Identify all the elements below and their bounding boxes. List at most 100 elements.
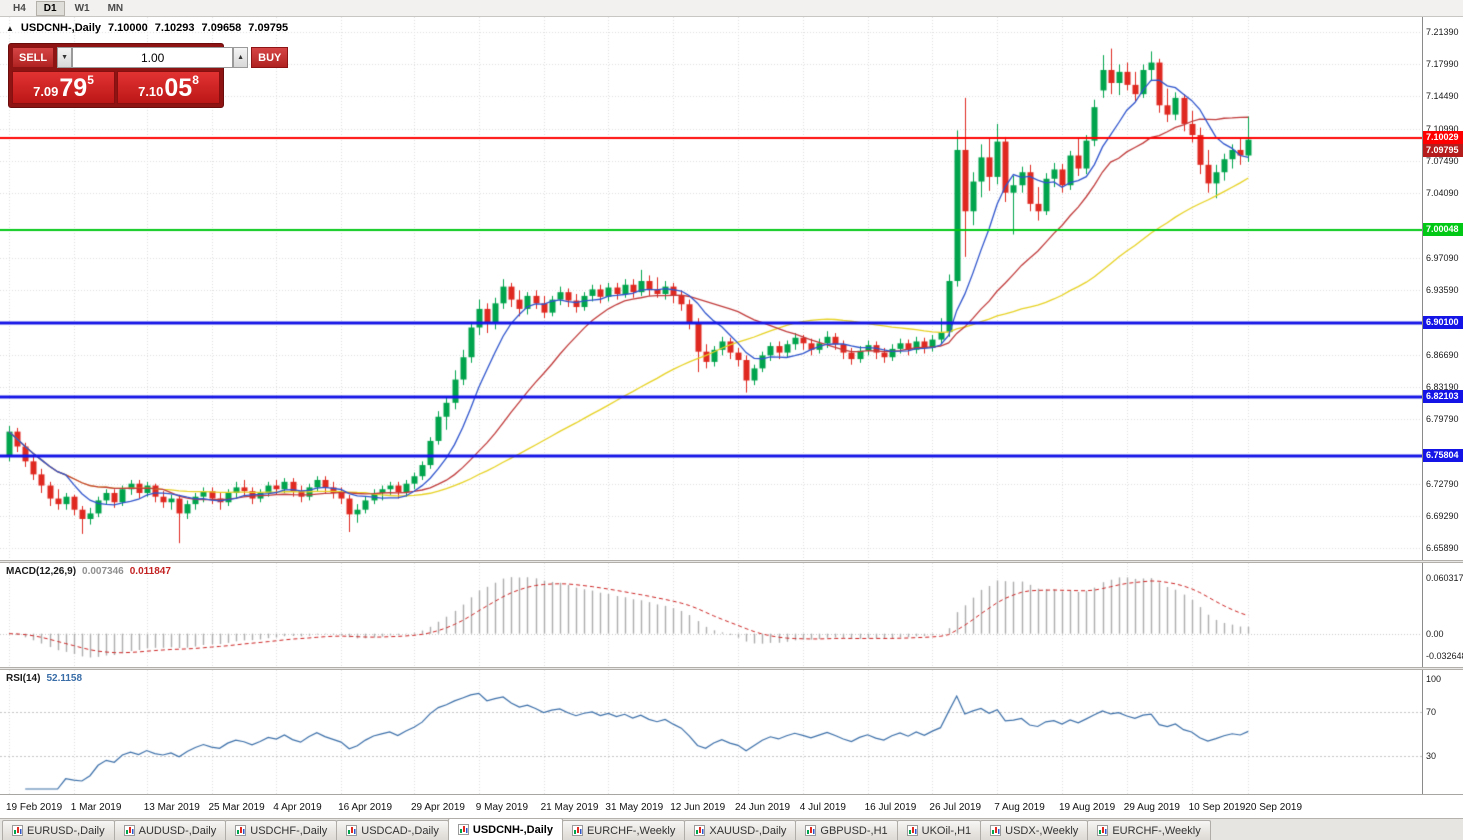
tab-ukoil-h1[interactable]: UKOil-,H1 [896, 820, 982, 840]
time-axis[interactable]: 19 Feb 2019 1 Mar 2019 13 Mar 2019 25 Mar 2… [0, 794, 1463, 818]
date-label: 19 Feb 2019 [6, 802, 63, 813]
tab-label: EURUSD-,Daily [27, 824, 105, 837]
price-scale-tick: 6.83190 [1426, 382, 1459, 393]
price-scale-tick: 6.69290 [1426, 511, 1459, 522]
date-label: 25 Mar 2019 [208, 802, 265, 813]
timeframe-button-w1[interactable]: W1 [67, 1, 98, 16]
tab-chart-icon [990, 825, 1002, 836]
price-scale-tick: 6.79790 [1426, 413, 1459, 424]
tab-usdchf-daily[interactable]: USDCHF-,Daily [225, 820, 338, 840]
timeframe-toolbar: H4 D1 W1 MN [0, 0, 1463, 17]
price-scale[interactable]: 0.060317 0.00 -0.032648 100 70 30 7.2139… [1422, 17, 1463, 794]
rsi-scale-100: 100 [1426, 674, 1442, 684]
price-scale-tick: 7.10990 [1426, 123, 1459, 134]
panel-separator[interactable] [0, 667, 1463, 670]
date-label: 29 Aug 2019 [1123, 802, 1180, 813]
tab-usdcad-daily[interactable]: USDCAD-,Daily [336, 820, 449, 840]
sell-price-big: 79 [59, 74, 88, 102]
macd-chart-canvas[interactable] [0, 563, 1422, 667]
date-label: 16 Apr 2019 [338, 802, 393, 813]
volume-input[interactable] [72, 47, 234, 68]
sell-price-sup: 5 [87, 73, 94, 87]
tab-chart-icon [906, 825, 918, 836]
tab-label: EURCHF-,Weekly [586, 824, 676, 837]
macd-scale-zero: 0.00 [1426, 628, 1444, 639]
tab-chart-icon [1097, 825, 1109, 836]
hline-price-tag: 6.75804 [1423, 448, 1463, 462]
tab-usdcnh-daily[interactable]: USDCNH-,Daily [447, 818, 563, 840]
tab-chart-icon [123, 825, 135, 836]
tab-gbpusd-h1[interactable]: GBPUSD-,H1 [795, 820, 898, 840]
timeframe-button-mn[interactable]: MN [100, 1, 132, 16]
tab-chart-icon [12, 825, 23, 836]
date-label: 12 Jun 2019 [670, 802, 726, 813]
timeframe-button-d1[interactable]: D1 [35, 0, 65, 16]
buy-price-head: 7.10 [138, 83, 164, 99]
tab-label: GBPUSD-,H1 [820, 824, 888, 837]
rsi-chart-canvas[interactable] [0, 670, 1422, 794]
price-scale-tick: 7.21390 [1426, 26, 1459, 37]
date-label: 10 Sep 2019 [1188, 802, 1246, 813]
tab-usdx-weekly[interactable]: USDX-,Weekly [980, 820, 1089, 840]
tab-chart-icon [346, 825, 358, 836]
sell-button[interactable]: SELL [12, 47, 55, 68]
date-label: 24 Jun 2019 [735, 802, 791, 813]
tab-label: EURCHF-,Weekly [1112, 824, 1201, 837]
price-chart-canvas[interactable] [0, 17, 1422, 560]
macd-scale-top: 0.060317 [1426, 573, 1463, 584]
tab-label: USDX-,Weekly [1005, 824, 1079, 837]
price-scale-tick: 6.97090 [1426, 252, 1459, 263]
date-label: 4 Jul 2019 [799, 802, 846, 813]
hline-price-tag: 7.10029 [1423, 130, 1463, 144]
tab-eurusd-daily[interactable]: EURUSD-,Daily [2, 820, 115, 840]
macd-panel: MACD(12,26,9) 0.007346 0.011847 [0, 563, 1422, 667]
panel-separator[interactable] [0, 560, 1463, 563]
date-label: 7 Aug 2019 [994, 802, 1045, 813]
tab-eurchf-weekly[interactable]: EURCHF-,Weekly [561, 820, 686, 840]
rsi-panel: RSI(14) 52.1158 [0, 670, 1422, 794]
date-label: 21 May 2019 [540, 802, 599, 813]
date-label: 16 Jul 2019 [864, 802, 917, 813]
date-label: 9 May 2019 [475, 802, 529, 813]
timeframe-button-h4[interactable]: H4 [5, 1, 34, 16]
tab-audusd-daily[interactable]: AUDUSD-,Daily [113, 820, 227, 840]
bid-price-tag: 7.09795 [1423, 143, 1463, 157]
date-label: 4 Apr 2019 [273, 802, 322, 813]
price-scale-tick: 7.07490 [1426, 156, 1459, 167]
price-scale-tick: 7.17990 [1426, 58, 1459, 69]
tab-label: UKOil-,H1 [921, 824, 972, 837]
tab-label: AUDUSD-,Daily [138, 824, 217, 837]
price-scale-tick: 6.86690 [1426, 349, 1459, 360]
hline-price-tag: 7.00048 [1423, 223, 1463, 237]
price-scale-tick: 7.14490 [1426, 91, 1459, 102]
tab-xauusd-daily[interactable]: XAUUSD-,Daily [684, 820, 797, 840]
tab-chart-icon [457, 824, 469, 835]
volume-control: ▼ ▲ [57, 47, 249, 68]
hline-price-tag: 6.90100 [1423, 315, 1463, 329]
sell-price-display[interactable]: 7.09 79 5 [12, 71, 115, 104]
one-click-trading-panel: SELL ▼ ▲ BUY 7.09 79 5 7.10 05 8 [8, 43, 289, 108]
hline-price-tag: 6.82103 [1423, 390, 1463, 404]
macd-scale-bottom: -0.032648 [1426, 651, 1463, 662]
buy-button[interactable]: BUY [251, 47, 289, 68]
tab-label: USDCHF-,Daily [250, 824, 328, 837]
price-scale-tick: 6.72790 [1426, 478, 1459, 489]
tab-eurchf-weekly[interactable]: EURCHF-,Weekly [1087, 820, 1211, 840]
buy-price-sup: 8 [192, 73, 199, 87]
date-label: 1 Mar 2019 [70, 802, 122, 813]
price-scale-tick: 6.65890 [1426, 542, 1459, 553]
volume-down-button[interactable]: ▼ [57, 47, 73, 68]
tab-label: USDCAD-,Daily [361, 824, 439, 837]
volume-up-button[interactable]: ▲ [233, 47, 249, 68]
rsi-scale-70: 70 [1426, 707, 1437, 717]
tab-chart-icon [571, 825, 583, 836]
tab-label: XAUUSD-,Daily [709, 824, 787, 837]
rsi-scale-30: 30 [1426, 751, 1437, 761]
buy-price-display[interactable]: 7.10 05 8 [117, 71, 220, 104]
date-label: 20 Sep 2019 [1245, 802, 1303, 813]
sell-price-head: 7.09 [33, 83, 59, 99]
price-scale-tick: 6.93590 [1426, 285, 1459, 296]
buy-price-big: 05 [164, 74, 193, 102]
main-chart-panel: ▲ USDCNH-,Daily 7.10000 7.10293 7.09658 … [0, 17, 1422, 560]
